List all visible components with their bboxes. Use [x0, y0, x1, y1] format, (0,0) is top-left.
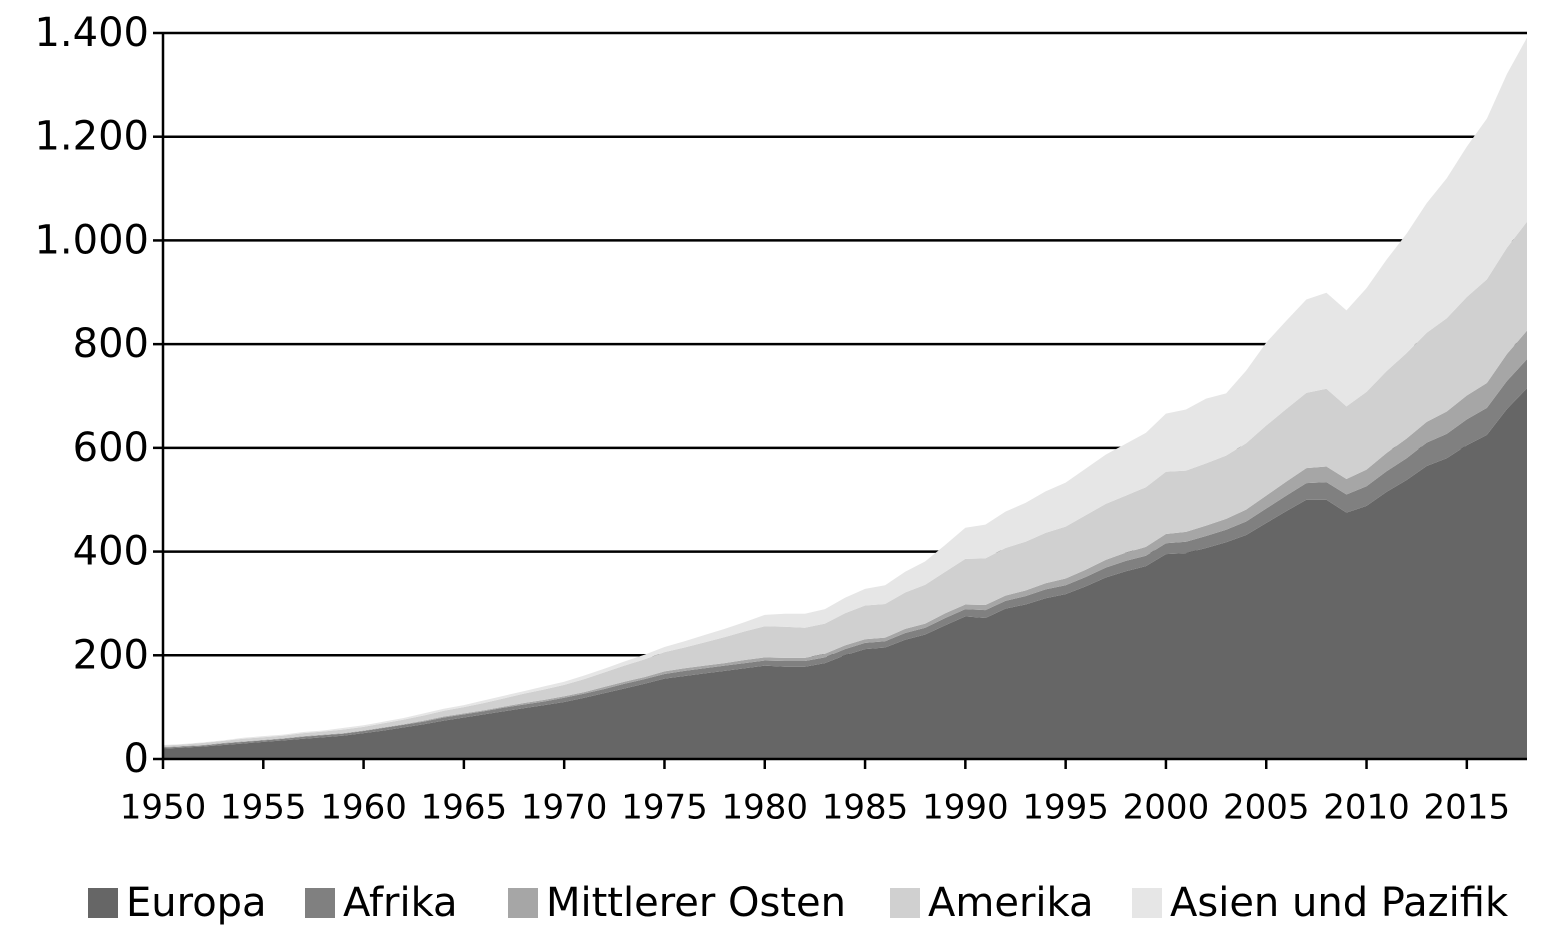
x-tick-label: 1960: [320, 788, 407, 828]
area: [163, 388, 1527, 759]
legend-label: Afrika: [343, 880, 458, 926]
y-tick-label: 400: [73, 529, 149, 575]
y-tick-label: 800: [73, 321, 149, 367]
legend-label: Asien und Pazifik: [1170, 880, 1509, 926]
y-tick-label: 0: [124, 736, 149, 782]
x-tick-label: 2000: [1123, 788, 1210, 828]
x-tick-label: 2010: [1323, 788, 1410, 828]
legend-swatch: [890, 888, 920, 918]
legend-swatch: [88, 888, 118, 918]
x-tick-label: 1955: [220, 788, 307, 828]
y-tick-label: 1.000: [34, 217, 149, 263]
x-tick-label: 1990: [922, 788, 1009, 828]
y-tick-label: 1.200: [34, 114, 149, 160]
y-tick-label: 600: [73, 425, 149, 471]
x-tick-label: 1950: [120, 788, 207, 828]
x-tick-label: 1980: [721, 788, 808, 828]
area: [163, 37, 1527, 746]
x-tick-label: 2005: [1223, 788, 1310, 828]
area: [163, 221, 1527, 748]
y-tick-label: 200: [73, 632, 149, 678]
x-tick-label: 1970: [521, 788, 608, 828]
x-tick-label: 1965: [421, 788, 508, 828]
y-tick-label: 1.400: [34, 10, 149, 56]
legend-swatch: [305, 888, 335, 918]
x-tick-label: 1995: [1022, 788, 1109, 828]
x-tick-label: 1975: [621, 788, 708, 828]
x-tick-label: 1985: [822, 788, 909, 828]
legend-label: Amerika: [928, 880, 1093, 926]
legend-swatch: [508, 888, 538, 918]
legend-swatch: [1132, 888, 1162, 918]
legend-label: Europa: [126, 880, 267, 926]
x-tick-label: 2015: [1424, 788, 1511, 828]
legend-label: Mittlerer Osten: [546, 880, 846, 926]
